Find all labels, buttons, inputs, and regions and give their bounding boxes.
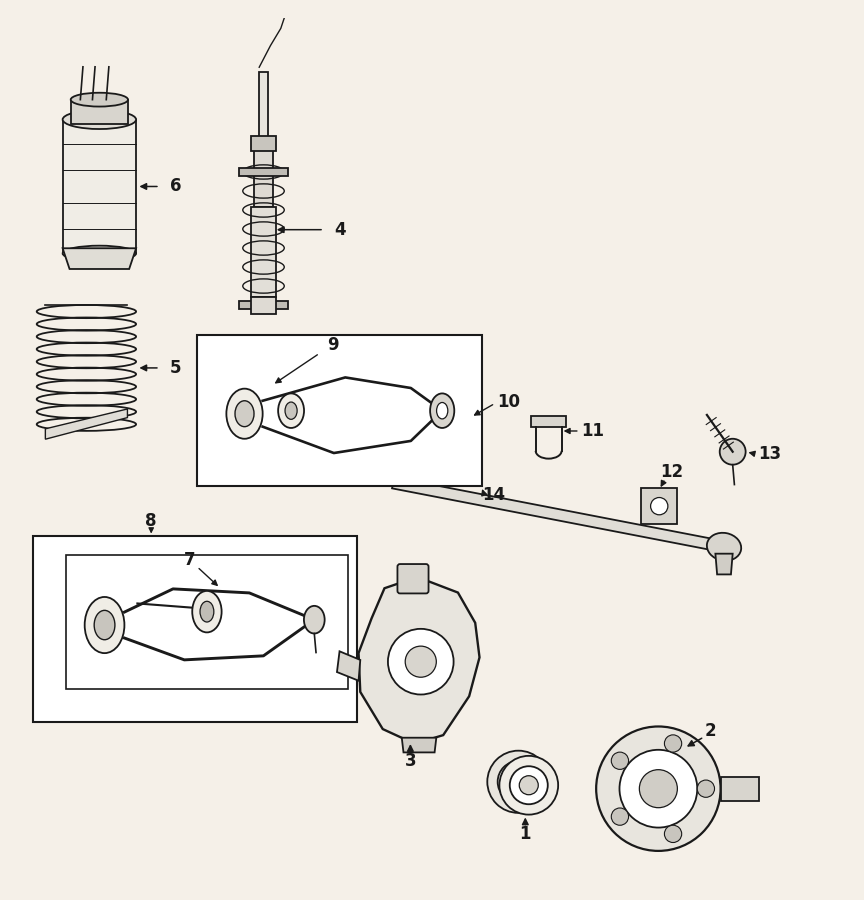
Circle shape: [619, 750, 697, 828]
Circle shape: [612, 808, 629, 825]
Bar: [721, 777, 759, 801]
Polygon shape: [63, 248, 137, 269]
Bar: [239, 167, 288, 176]
Text: 2: 2: [704, 722, 716, 740]
Polygon shape: [715, 554, 733, 574]
Ellipse shape: [720, 439, 746, 464]
Text: 8: 8: [145, 512, 157, 530]
Text: 13: 13: [759, 446, 782, 464]
Ellipse shape: [94, 610, 115, 640]
Bar: [33, 536, 357, 722]
Text: 5: 5: [170, 359, 181, 377]
Polygon shape: [46, 409, 128, 439]
FancyBboxPatch shape: [641, 488, 677, 525]
Text: 1: 1: [519, 825, 531, 843]
Circle shape: [651, 498, 668, 515]
Ellipse shape: [278, 393, 304, 428]
Text: 3: 3: [404, 752, 416, 770]
Bar: [251, 136, 276, 151]
Polygon shape: [402, 738, 436, 752]
Bar: [197, 335, 482, 486]
Bar: [392, 477, 725, 553]
Circle shape: [596, 726, 721, 850]
Bar: [251, 207, 276, 297]
Text: 7: 7: [184, 551, 196, 569]
Ellipse shape: [487, 751, 550, 813]
Circle shape: [405, 646, 436, 677]
Ellipse shape: [499, 756, 558, 814]
Bar: [251, 297, 276, 314]
Ellipse shape: [519, 776, 538, 795]
Ellipse shape: [192, 591, 221, 633]
Ellipse shape: [62, 110, 137, 129]
Ellipse shape: [85, 597, 124, 653]
Circle shape: [697, 780, 715, 797]
Circle shape: [664, 825, 682, 842]
Ellipse shape: [430, 393, 454, 428]
Circle shape: [639, 770, 677, 807]
Bar: [239, 301, 288, 310]
Ellipse shape: [226, 389, 263, 439]
Ellipse shape: [707, 533, 741, 561]
Text: 14: 14: [483, 486, 505, 504]
Circle shape: [388, 629, 454, 695]
Text: 12: 12: [661, 463, 683, 481]
Ellipse shape: [498, 761, 539, 803]
Ellipse shape: [256, 407, 271, 418]
Circle shape: [612, 752, 629, 770]
Bar: [259, 72, 268, 142]
FancyBboxPatch shape: [236, 365, 291, 396]
Text: 11: 11: [581, 422, 605, 440]
Polygon shape: [337, 652, 360, 680]
Polygon shape: [359, 577, 480, 743]
Ellipse shape: [62, 246, 137, 261]
Text: 6: 6: [170, 177, 181, 195]
FancyBboxPatch shape: [397, 564, 429, 593]
Ellipse shape: [200, 601, 214, 622]
Ellipse shape: [304, 606, 325, 634]
Text: 10: 10: [497, 392, 520, 410]
Ellipse shape: [235, 400, 254, 427]
Ellipse shape: [71, 93, 128, 106]
Circle shape: [664, 735, 682, 752]
Bar: [71, 100, 128, 124]
Ellipse shape: [285, 402, 297, 419]
Bar: [63, 120, 137, 254]
Text: 9: 9: [327, 336, 339, 354]
Text: 4: 4: [334, 220, 346, 238]
Ellipse shape: [436, 402, 448, 418]
Bar: [254, 142, 273, 207]
Bar: [66, 555, 348, 689]
Bar: [531, 417, 566, 427]
Ellipse shape: [510, 766, 548, 805]
Ellipse shape: [247, 400, 280, 425]
